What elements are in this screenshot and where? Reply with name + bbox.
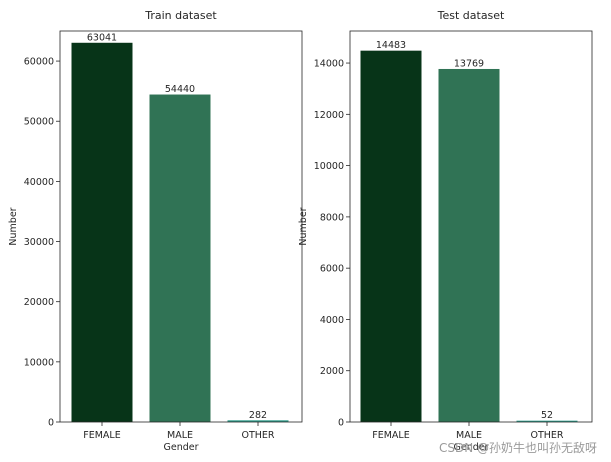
plot-frame [59, 30, 303, 423]
y-tick-label: 30000 [24, 237, 54, 248]
bar-other [516, 420, 578, 422]
chart-panel-2: 14483 13769 52 0 2000 4000 6000 8000 10000 12000 1… [298, 9, 593, 453]
data-label-other: 282 [249, 410, 267, 421]
data-label-male: 13769 [454, 58, 484, 69]
x-axis-label: Gender [163, 442, 198, 453]
chart-title: Train dataset [144, 9, 217, 22]
y-axis-label: Number [8, 207, 19, 245]
chart-panel-1: 63041 54440 282 0 10000 20000 30000 40000 50000 6… [8, 9, 303, 453]
data-label-other: 52 [541, 410, 553, 421]
data-label-female: 14483 [376, 40, 406, 51]
x-axis-label: Gender [453, 442, 488, 453]
y-tick-label: 2000 [320, 366, 344, 377]
y-axis-label: Number [298, 207, 309, 245]
x-tick-label-other: OTHER [241, 430, 274, 441]
x-tick-label-other: OTHER [530, 430, 563, 441]
bar-female [71, 42, 133, 422]
bar-female [360, 50, 422, 423]
bar-male [438, 68, 500, 423]
y-tick-label: 50000 [24, 117, 54, 128]
y-tick-label: 10000 [314, 161, 344, 172]
y-tick-label: 14000 [314, 59, 344, 70]
x-tick-label-male: MALE [167, 430, 193, 441]
y-tick-label: 6000 [320, 264, 344, 275]
x-tick-label-female: FEMALE [83, 430, 120, 441]
y-tick-label: 4000 [320, 315, 344, 326]
chart-title: Test dataset [437, 9, 505, 22]
y-tick-label: 0 [48, 418, 54, 429]
bar-male [149, 94, 211, 422]
watermark-text: CSDN @孙奶牛也叫孙无敌呀 [438, 441, 597, 455]
y-tick-label: 20000 [24, 297, 54, 308]
y-tick-label: 12000 [314, 110, 344, 121]
y-tick-label: 60000 [24, 57, 54, 68]
y-tick-label: 8000 [320, 212, 344, 223]
bar-other [227, 420, 289, 422]
y-tick-label: 40000 [24, 177, 54, 188]
data-label-female: 63041 [87, 32, 117, 43]
y-tick-label: 10000 [24, 357, 54, 368]
x-tick-label-male: MALE [456, 430, 482, 441]
data-label-male: 54440 [165, 84, 195, 95]
x-tick-label-female: FEMALE [372, 430, 409, 441]
plot-frame [349, 30, 593, 423]
y-tick-label: 0 [338, 418, 344, 429]
